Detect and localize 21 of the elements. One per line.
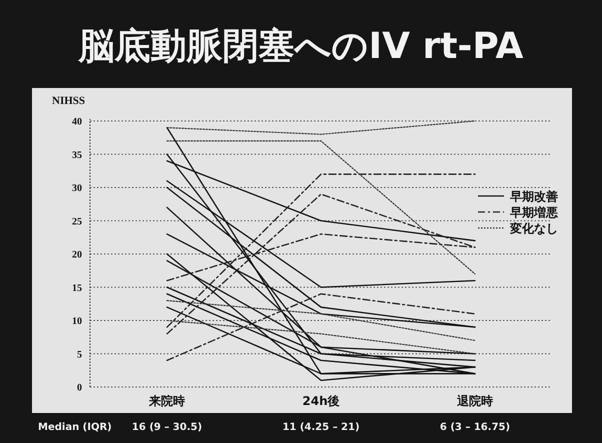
y-tick-label: 25 (72, 216, 82, 228)
x-tick-label: 来院時 (148, 394, 185, 408)
text: 11 (4.25 – 21) (282, 422, 360, 433)
y-tick-label: 35 (72, 150, 82, 161)
y-tick-label: 30 (72, 183, 82, 194)
legend-label: 変化なし (509, 222, 558, 236)
y-tick-label: 10 (72, 316, 82, 327)
y-tick-label: 0 (77, 382, 82, 394)
y-tick-label: 40 (72, 116, 82, 128)
chart-title: 脳底動脈閉塞へのIV rt-PA (78, 26, 524, 67)
y-tick-label: 5 (77, 349, 82, 360)
text: 6 (3 – 16.75) (440, 422, 510, 433)
legend-label: 早期改善 (509, 190, 558, 204)
y-tick-label: 15 (72, 282, 82, 294)
legend-label: 早期増悪 (509, 206, 559, 220)
y-axis-title: NIHSS (52, 95, 86, 107)
y-tick-label: 20 (72, 250, 82, 260)
text: 16 (9 – 30.5) (132, 422, 202, 433)
text: Median (IQR) (38, 422, 112, 433)
x-tick-label: 退院時 (456, 394, 493, 408)
x-tick-label: 24h後 (302, 394, 340, 408)
